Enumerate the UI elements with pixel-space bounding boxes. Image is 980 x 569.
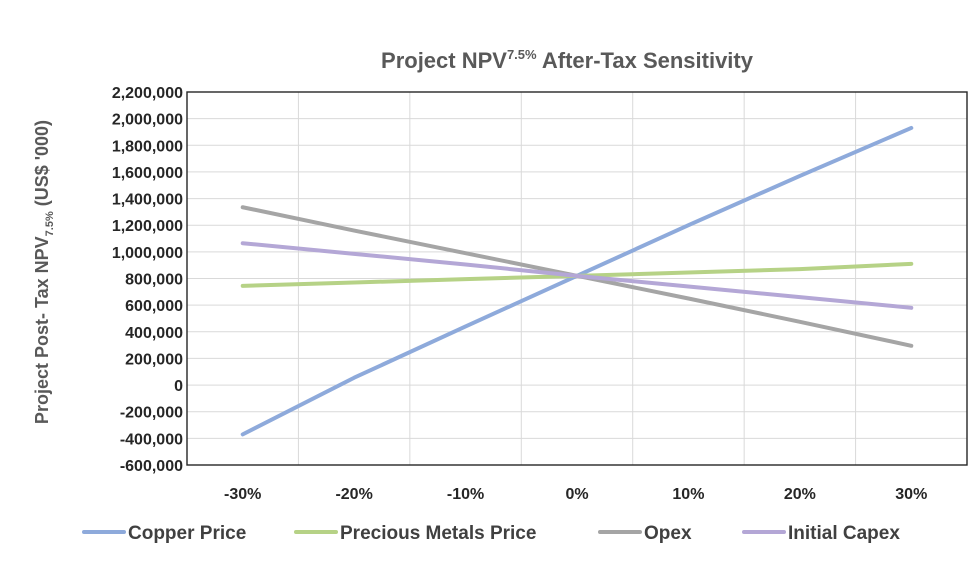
y-axis-label: Project Post- Tax NPV7.5% (US$ '000) [32,120,56,424]
y-tick-label: 400,000 [125,325,183,342]
legend-label-copper-price: Copper Price [128,523,246,544]
y-tick-label: 800,000 [125,272,183,289]
x-tick-label: -30% [224,486,261,503]
gridlines [187,91,967,466]
y-tick-label: 1,200,000 [112,218,183,235]
x-tick-label: 20% [784,486,816,503]
y-tick-label: 200,000 [125,351,183,368]
plot-frame [186,91,968,466]
chart-title-rest: After-Tax Sensitivity [537,48,754,73]
chart-title-main: Project NPV [381,48,507,73]
y-tick-label: -600,000 [120,458,183,475]
chart-title-superscript: 7.5% [507,47,537,62]
y-axis-label-subscript: 7.5% [44,211,56,236]
x-tick-label: 30% [895,486,927,503]
legend-label-precious-metals-price: Precious Metals Price [340,523,536,544]
y-tick-label: -400,000 [120,431,183,448]
y-axis-label-main: Project Post- Tax NPV [32,236,52,424]
y-tick-labels: -600,000 -400,000 -200,000 0 200,000 400,000 6… [112,85,183,475]
series-line-initial-capex [240,241,914,310]
y-tick-label: 2,200,000 [112,85,183,102]
plot-frame-group [186,91,968,466]
series-lines [240,125,914,437]
y-tick-label: 1,000,000 [112,245,183,262]
y-axis-label-rest: (US$ '000) [32,120,52,211]
y-tick-label: 0 [174,378,183,395]
legend: Copper Price Precious Metals Price Opex Ini… [82,523,900,544]
x-tick-labels: -30% -20% -10% 0% 10% 20% 30% [224,486,927,503]
x-tick-label: -20% [335,486,372,503]
y-tick-label: 600,000 [125,298,183,315]
chart-title: Project NPV7.5% After-Tax Sensitivity [381,47,754,73]
x-tick-label: 0% [565,486,588,503]
y-tick-label: -200,000 [120,405,183,422]
y-tick-label: 2,000,000 [112,112,183,129]
y-tick-label: 1,600,000 [112,165,183,182]
x-tick-label: 10% [672,486,704,503]
legend-label-opex: Opex [644,523,692,544]
y-tick-label: 1,800,000 [112,138,183,155]
y-tick-label: 1,400,000 [112,192,183,209]
legend-label-initial-capex: Initial Capex [788,523,900,544]
x-tick-label: -10% [447,486,484,503]
